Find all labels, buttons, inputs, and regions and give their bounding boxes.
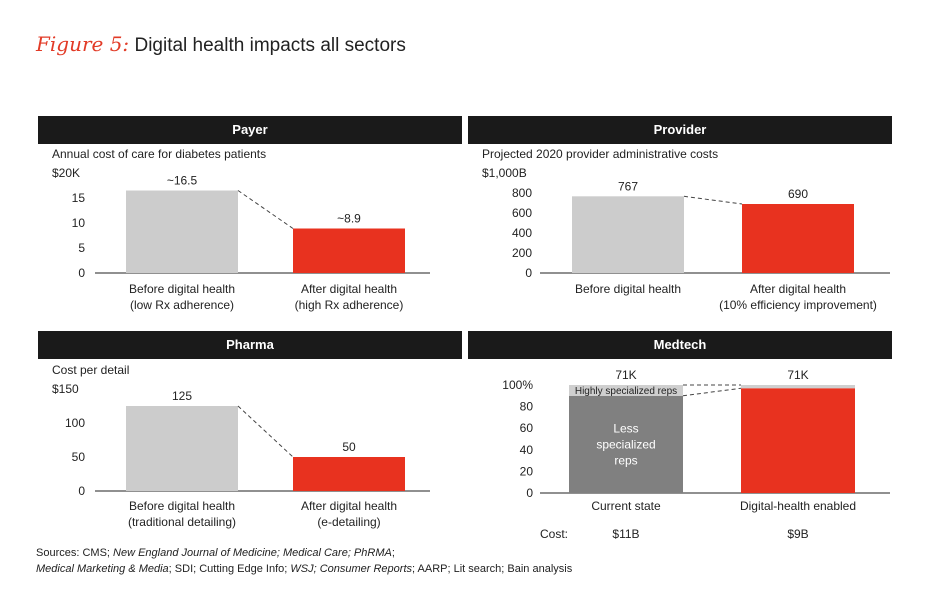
- payer-data-label-2: ~8.9: [337, 212, 361, 226]
- provider-subtitle: Projected 2020 provider administrative c…: [482, 147, 718, 161]
- medtech-data-label-2: 71K: [787, 368, 808, 382]
- pharma-bar-1: [126, 406, 238, 491]
- payer-bar-2: [293, 228, 405, 273]
- payer-ytick-label: 10: [72, 216, 86, 230]
- pharma-ytick-label: 50: [72, 450, 86, 464]
- medtech-header: Medtech: [468, 331, 892, 359]
- sources-fragment: WSJ; Consumer Reports: [290, 563, 413, 575]
- medtech-data-label-1: 71K: [615, 368, 636, 382]
- provider-connector: [683, 195, 743, 205]
- medtech-category-label: Digital-health enabled: [740, 499, 856, 513]
- provider-ytick-label: 200: [512, 246, 532, 260]
- payer-category-label: After digital health: [301, 282, 397, 296]
- payer-ytick-label: 15: [72, 191, 86, 205]
- payer-category-label: (low Rx adherence): [130, 298, 234, 312]
- provider-category-label: (10% efficiency improvement): [719, 298, 877, 312]
- pharma-header: Pharma: [38, 331, 462, 359]
- provider-category-label: Before digital health: [575, 282, 681, 296]
- payer-category-label: Before digital health: [129, 282, 235, 296]
- pharma-subtitle: Cost per detail: [52, 363, 129, 377]
- medtech-segment-label-less: reps: [614, 453, 637, 467]
- pharma-category-label: Before digital health: [129, 499, 235, 513]
- medtech-bar-1-lower: [569, 395, 683, 493]
- medtech-cost-label: Cost:: [540, 527, 568, 541]
- medtech-ytick-label: 80: [520, 400, 534, 414]
- medtech-ytick-label: 60: [520, 421, 534, 435]
- provider-ytick-label: $1,000B: [482, 166, 527, 180]
- medtech-cost-value-1: $11B: [612, 527, 639, 541]
- payer-ytick-label: 5: [78, 241, 85, 255]
- sources-line-2: Medical Marketing & Media; SDI; Cutting …: [36, 561, 572, 577]
- provider-bar-2: [742, 204, 854, 273]
- pharma-ytick-label: 100: [65, 416, 85, 430]
- medtech-bar-2-lower: [741, 388, 855, 493]
- pharma-data-label-1: 125: [172, 389, 192, 403]
- pharma-category-label: (e-detailing): [317, 515, 380, 529]
- pharma-ytick-label: 0: [78, 484, 85, 498]
- payer-bar-1: [126, 190, 238, 273]
- sources-note: Sources: CMS; New England Journal of Med…: [36, 545, 572, 577]
- medtech-ytick-label: 0: [526, 486, 533, 500]
- sources-fragment: Medical Marketing & Media: [36, 563, 169, 575]
- medtech-connector-mid: [682, 387, 742, 397]
- medtech-segment-label-less: Less: [613, 421, 638, 435]
- provider-ytick-label: 400: [512, 226, 532, 240]
- provider-data-label-2: 690: [788, 187, 808, 201]
- sources-fragment: New England Journal of Medicine; Medical…: [113, 547, 392, 559]
- provider-header: Provider: [468, 116, 892, 144]
- pharma-ytick-label: $150: [52, 382, 79, 396]
- payer-data-label-1: ~16.5: [167, 174, 198, 188]
- pharma-category-label: (traditional detailing): [128, 515, 236, 529]
- medtech-cost-value-2: $9B: [787, 527, 808, 541]
- pharma-category-label: After digital health: [301, 499, 397, 513]
- payer-connector: [237, 190, 294, 229]
- payer-ytick-label: $20K: [52, 166, 80, 180]
- sources-fragment: ;: [391, 547, 395, 559]
- medtech-segment-label-highly: Highly specialized reps: [575, 386, 677, 397]
- provider-ytick-label: 0: [525, 266, 532, 280]
- medtech-ytick-label: 20: [520, 464, 534, 478]
- payer-category-label: (high Rx adherence): [295, 298, 404, 312]
- provider-category-label: After digital health: [750, 282, 846, 296]
- payer-header: Payer: [38, 116, 462, 144]
- payer-subtitle: Annual cost of care for diabetes patient…: [52, 147, 266, 161]
- provider-data-label-1: 767: [618, 179, 638, 193]
- sources-line-1: Sources: CMS; New England Journal of Med…: [36, 545, 572, 561]
- sources-fragment: ; SDI; Cutting Edge Info;: [168, 563, 291, 575]
- provider-ytick-label: 600: [512, 206, 532, 220]
- pharma-bar-2: [293, 457, 405, 491]
- medtech-bar-2-upper: [741, 385, 855, 389]
- medtech-bar-1-upper: [569, 385, 683, 396]
- pharma-connector: [237, 405, 294, 458]
- figure-title: Figure 5: Digital health impacts all sec…: [36, 32, 406, 57]
- medtech-ytick-label: 100%: [502, 378, 533, 392]
- sources-fragment: Sources: CMS;: [36, 547, 114, 559]
- pharma-data-label-2: 50: [342, 440, 356, 454]
- figure-label: Figure 5:: [36, 32, 130, 56]
- sources-fragment: ; AARP; Lit search; Bain analysis: [412, 563, 573, 575]
- payer-ytick-label: 0: [78, 266, 85, 280]
- medtech-category-label: Current state: [591, 499, 661, 513]
- provider-bar-1: [572, 196, 684, 273]
- medtech-ytick-label: 40: [520, 443, 534, 457]
- medtech-segment-label-less: specialized: [596, 437, 655, 451]
- figure-title-text: Digital health impacts all sectors: [134, 35, 406, 56]
- provider-ytick-label: 800: [512, 186, 532, 200]
